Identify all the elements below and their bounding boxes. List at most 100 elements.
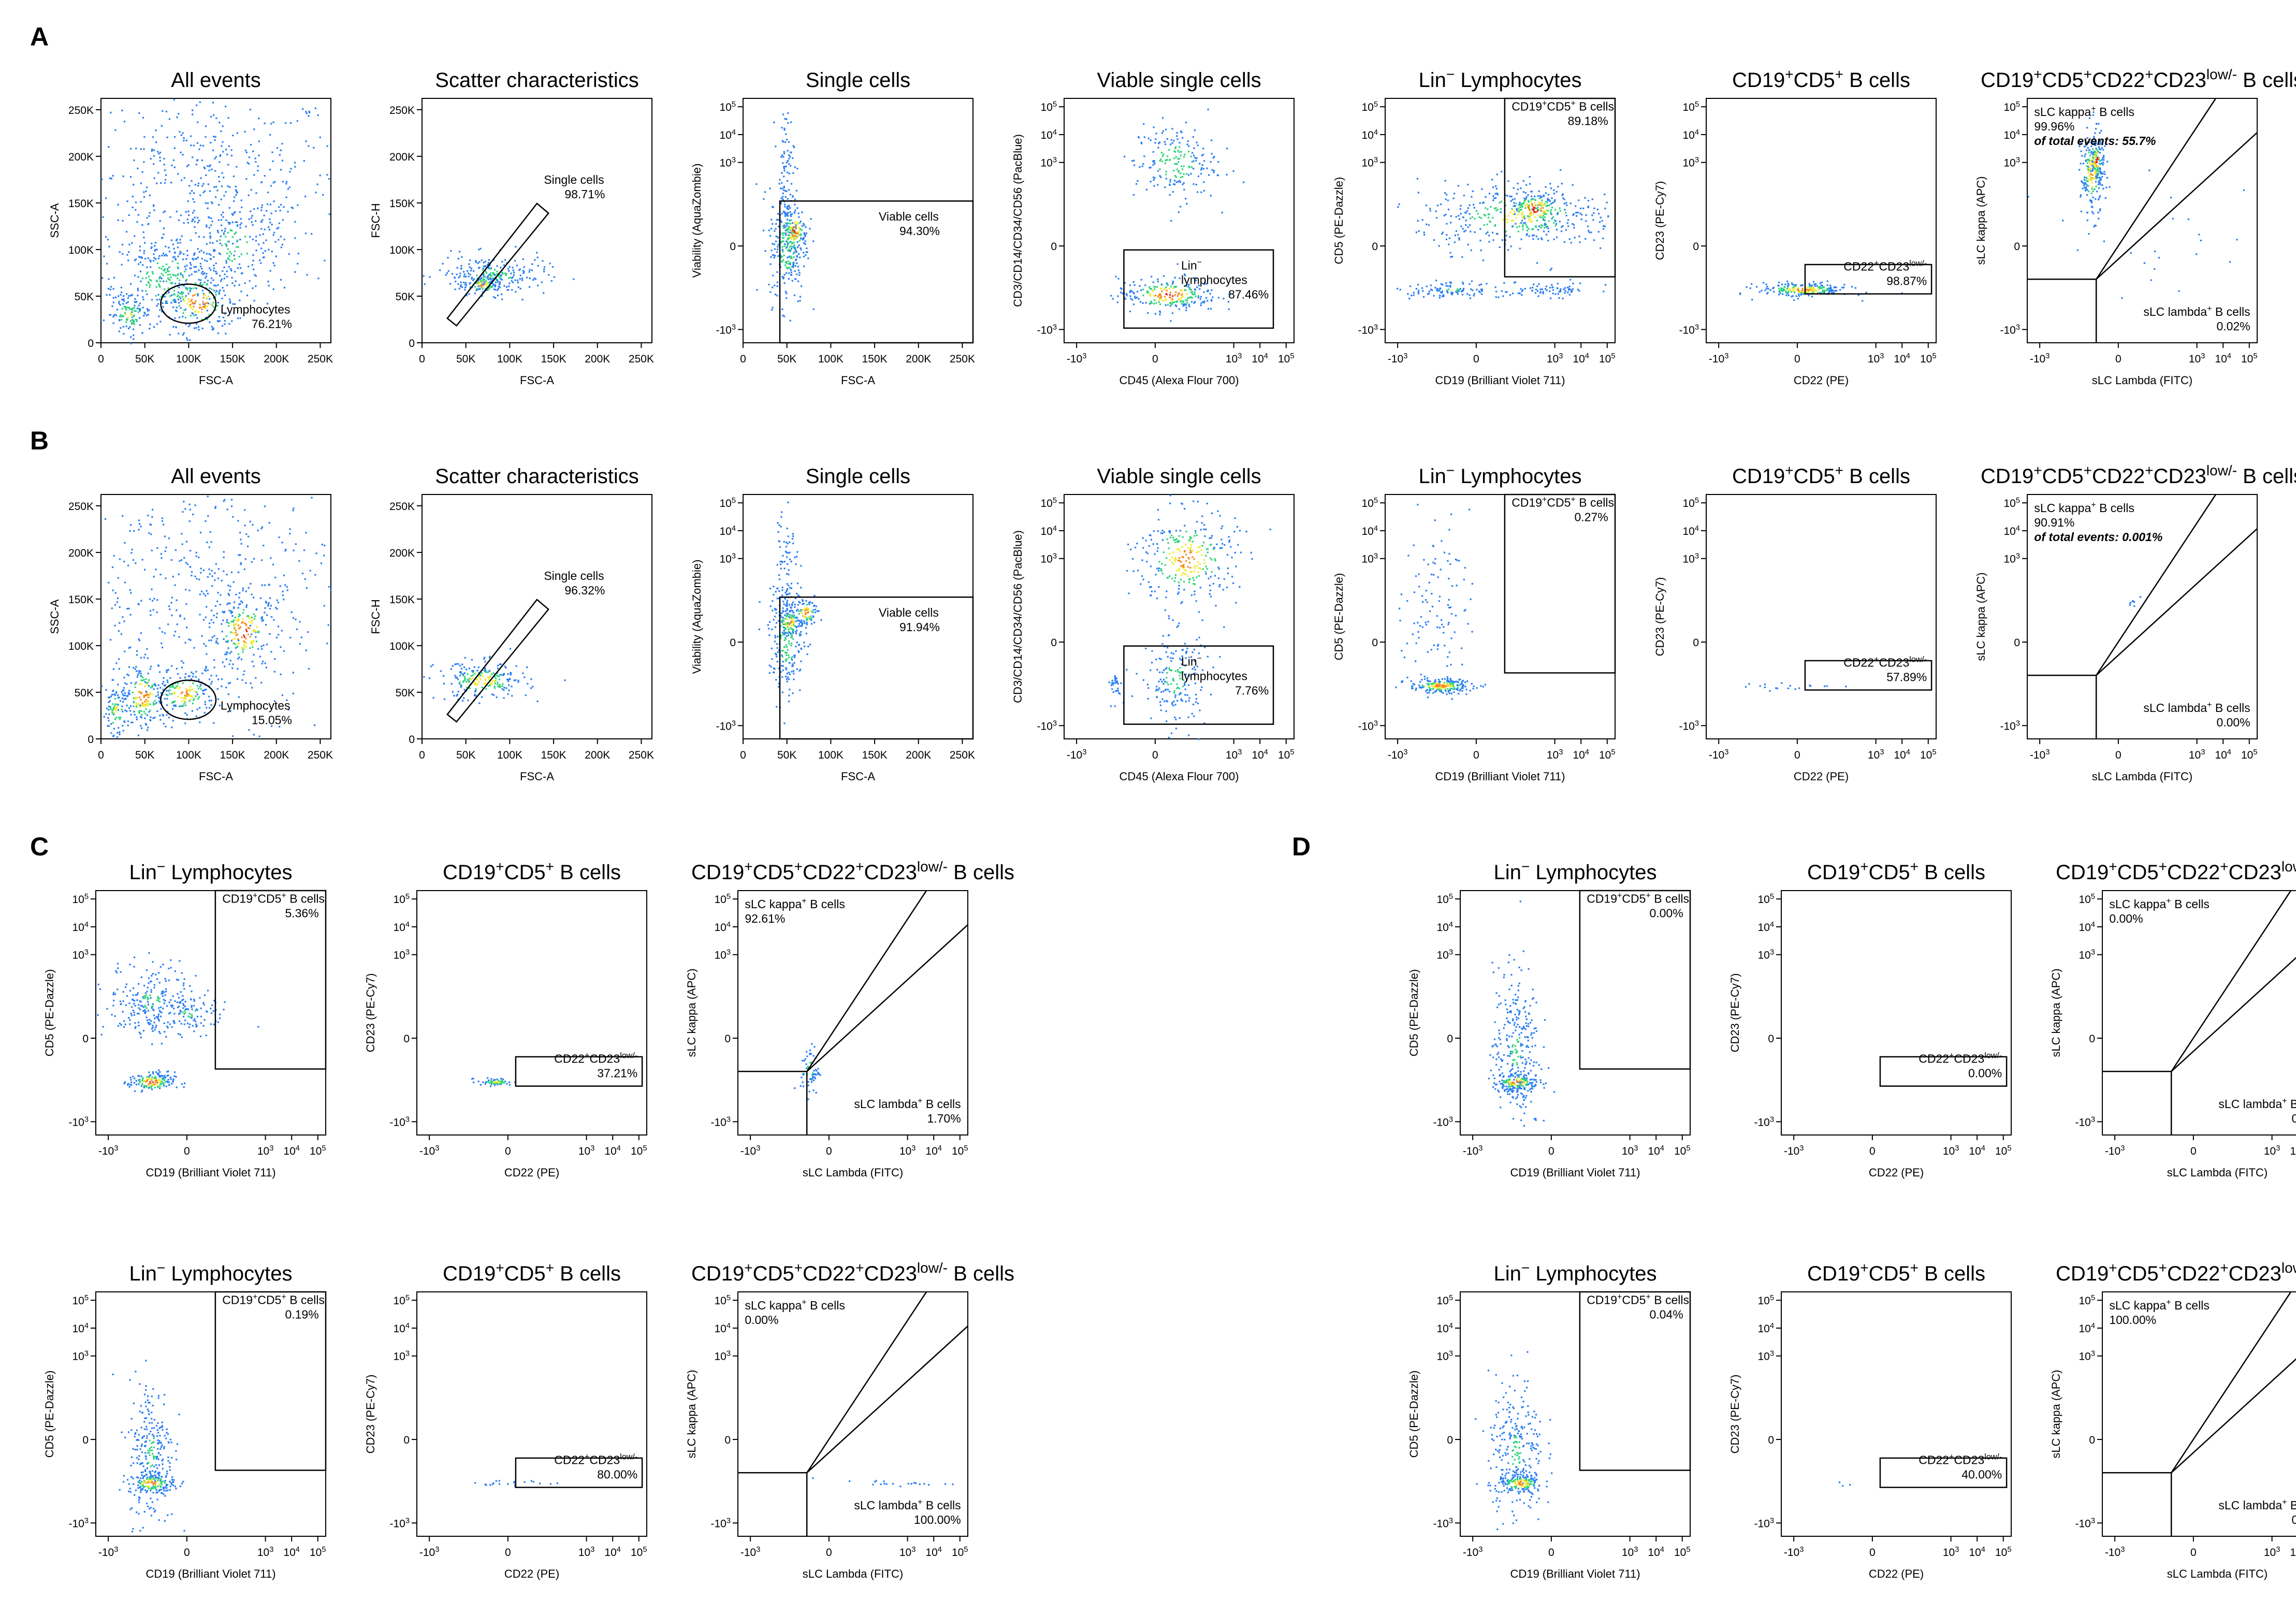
- event-dot: [1506, 195, 1508, 197]
- event-dot: [163, 523, 165, 526]
- event-dot: [789, 220, 791, 222]
- event-dot: [162, 714, 164, 716]
- event-dot: [454, 276, 456, 279]
- event-dot: [243, 609, 245, 611]
- event-dot: [2158, 257, 2160, 259]
- event-dot: [1212, 296, 1214, 298]
- event-dot: [228, 255, 230, 257]
- event-dot: [322, 194, 324, 196]
- event-dot: [112, 297, 114, 299]
- event-dot: [179, 293, 181, 295]
- event-dot: [251, 221, 253, 223]
- event-dot: [195, 676, 197, 678]
- event-dot: [1805, 291, 1807, 293]
- event-dot: [446, 272, 448, 274]
- event-dot: [783, 274, 786, 276]
- event-dot: [290, 168, 292, 170]
- event-dot: [236, 221, 238, 223]
- event-dot: [2085, 177, 2087, 179]
- event-dot: [798, 240, 801, 242]
- event-dot: [1150, 302, 1152, 304]
- event-dot: [1407, 293, 1409, 295]
- event-dot: [777, 243, 779, 245]
- event-dot: [1211, 289, 1213, 291]
- event-dot: [257, 207, 259, 209]
- event-dot: [1174, 151, 1176, 153]
- event-dot: [548, 274, 550, 276]
- event-dot: [180, 705, 182, 707]
- event-dot: [2102, 172, 2104, 174]
- event-dot: [245, 623, 247, 625]
- event-dot: [179, 705, 181, 707]
- event-dot: [183, 332, 185, 334]
- event-dot: [1830, 289, 1832, 292]
- event-dot: [225, 658, 227, 660]
- event-dot: [1819, 292, 1821, 294]
- event-dot: [1551, 217, 1553, 220]
- event-dot: [248, 621, 250, 623]
- event-dot: [2079, 145, 2081, 147]
- event-dot: [482, 288, 484, 290]
- event-dot: [136, 718, 138, 720]
- event-dot: [194, 575, 196, 577]
- event-dot: [205, 594, 207, 596]
- event-dot: [1139, 301, 1142, 303]
- event-dot: [1531, 228, 1533, 230]
- event-dot: [1181, 293, 1183, 295]
- event-dot: [541, 281, 543, 283]
- event-dot: [2083, 184, 2085, 186]
- event-dot: [2106, 177, 2108, 179]
- event-dot: [190, 315, 192, 317]
- event-dot: [504, 272, 506, 274]
- event-dot: [155, 295, 157, 297]
- event-dot: [501, 298, 503, 300]
- event-dot: [1843, 286, 1845, 288]
- event-dot: [1500, 208, 1502, 210]
- event-dot: [1536, 210, 1539, 212]
- event-dot: [225, 261, 227, 264]
- event-dot: [1792, 295, 1794, 297]
- event-dots: [755, 112, 815, 322]
- event-dot: [1191, 297, 1193, 299]
- event-dot: [769, 187, 771, 190]
- event-dot: [1487, 213, 1489, 215]
- event-dot: [1459, 208, 1461, 210]
- event-dot: [1553, 189, 1555, 191]
- event-dot: [1159, 159, 1161, 162]
- event-dot: [1582, 207, 1585, 209]
- event-dot: [153, 163, 155, 165]
- event-dot: [226, 619, 228, 621]
- event-dot: [182, 154, 184, 156]
- event-dot: [781, 237, 784, 239]
- event-dot: [490, 278, 492, 280]
- event-dot: [196, 578, 198, 580]
- event-dot: [250, 642, 252, 644]
- event-dot: [459, 682, 461, 685]
- event-dot: [196, 693, 198, 695]
- event-dot: [127, 692, 129, 694]
- event-dot: [225, 236, 227, 238]
- plot-title: All events: [171, 69, 260, 92]
- y-tick-label: 250K: [68, 501, 94, 513]
- event-dot: [210, 141, 212, 144]
- x-tick-label: -103: [1709, 352, 1729, 365]
- event-dot: [155, 141, 157, 143]
- event-dot: [501, 293, 503, 295]
- event-dot: [775, 223, 777, 225]
- event-dot: [1480, 249, 1482, 251]
- event-dot: [1557, 213, 1559, 215]
- event-dot: [2087, 147, 2089, 149]
- event-dot: [269, 607, 271, 610]
- event-dot: [148, 685, 150, 687]
- event-dot: [227, 647, 229, 649]
- event-dot: [789, 227, 792, 229]
- event-dot: [468, 263, 470, 265]
- event-dot: [218, 204, 220, 206]
- event-dot: [308, 111, 311, 113]
- event-dot: [115, 691, 118, 693]
- event-dot: [1442, 284, 1444, 286]
- event-dot: [267, 302, 269, 304]
- event-dot: [121, 318, 123, 321]
- event-dot: [319, 136, 321, 138]
